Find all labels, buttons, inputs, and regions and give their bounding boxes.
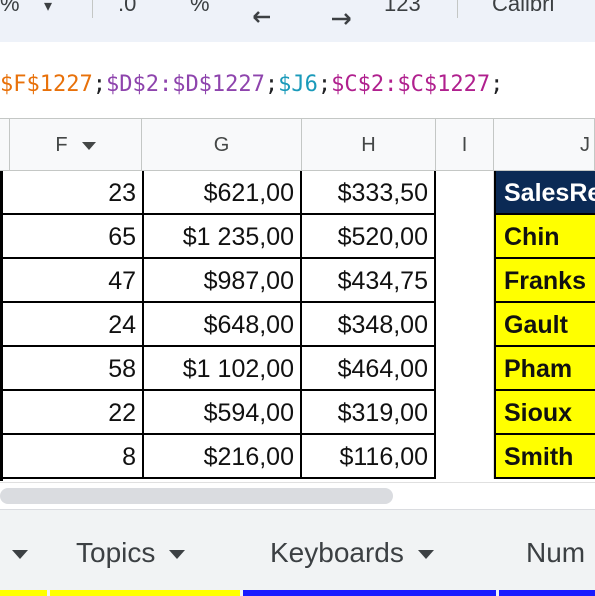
cell-j[interactable]: Franks: [494, 259, 595, 303]
toolbar-divider: [92, 0, 93, 18]
decrease-decimal-button[interactable]: .0: [118, 0, 137, 16]
cell-f[interactable]: 22: [0, 391, 144, 435]
tab-label: Topics: [76, 537, 156, 568]
cell-border: [0, 171, 3, 481]
arrow-left-icon: [253, 11, 270, 23]
cell-h[interactable]: $333,50: [302, 171, 436, 215]
tab-topics[interactable]: Topics: [76, 510, 186, 590]
column-header-f[interactable]: F: [10, 119, 142, 171]
chevron-down-icon[interactable]: [417, 550, 434, 560]
cell-f[interactable]: 24: [0, 303, 144, 347]
formula-separator: ;: [317, 72, 332, 97]
cell-h[interactable]: $520,00: [302, 215, 436, 259]
column-header-e[interactable]: [0, 119, 10, 171]
column-header-g[interactable]: G: [142, 119, 302, 171]
table-row: 58 $1 102,00 $464,00 Pham: [0, 347, 595, 391]
cell-g[interactable]: $621,00: [144, 171, 302, 215]
font-family-select[interactable]: Calibri: [492, 0, 555, 16]
cell-i[interactable]: [436, 347, 494, 391]
more-formats-button[interactable]: 123: [384, 0, 421, 16]
cell-g[interactable]: $594,00: [144, 391, 302, 435]
cell-g[interactable]: $648,00: [144, 303, 302, 347]
table-row: 22 $594,00 $319,00 Sioux: [0, 391, 595, 435]
column-header-h[interactable]: H: [302, 119, 436, 171]
tab-color-indicator: [0, 590, 47, 596]
cell-f[interactable]: 23: [0, 171, 144, 215]
cell-j[interactable]: Sioux: [494, 391, 595, 435]
formula-text[interactable]: $F$1227;$D$2:$D$1227;$J6;$C$2:$C$1227;: [0, 72, 503, 97]
formula-ref-d: $D$2:$D$1227: [105, 72, 265, 97]
formula-ref-j: $J6: [278, 72, 318, 97]
spreadsheet-grid: 23 $621,00 $333,50 SalesRe 65 $1 235,00 …: [0, 171, 595, 481]
cell-h[interactable]: $464,00: [302, 347, 436, 391]
cell-j[interactable]: Chin: [494, 215, 595, 259]
table-row: 24 $648,00 $348,00 Gault: [0, 303, 595, 347]
cell-i[interactable]: [436, 259, 494, 303]
column-header-label: J: [580, 134, 590, 156]
table-row: 65 $1 235,00 $520,00 Chin: [0, 215, 595, 259]
tab-color-indicator: [243, 590, 496, 596]
formula-separator: ;: [490, 72, 504, 97]
toolbar-divider: [457, 0, 458, 18]
cell-j[interactable]: Pham: [494, 347, 595, 391]
formula-bar[interactable]: $F$1227;$D$2:$D$1227;$J6;$C$2:$C$1227;: [0, 42, 595, 119]
cell-j[interactable]: Smith: [494, 435, 595, 479]
scrollbar-thumb[interactable]: [0, 488, 393, 504]
tab-label: Keyboards: [270, 537, 404, 568]
table-row: 47 $987,00 $434,75 Franks: [0, 259, 595, 303]
tab-menu-previous[interactable]: [0, 510, 28, 590]
sheet-tabs-bar: Topics Keyboards Num: [0, 509, 595, 596]
percent-format-button[interactable]: %: [0, 0, 20, 16]
table-row: 23 $621,00 $333,50 SalesRe: [0, 171, 595, 215]
cell-i[interactable]: [436, 215, 494, 259]
cell-f[interactable]: 58: [0, 347, 144, 391]
cell-g[interactable]: $1 235,00: [144, 215, 302, 259]
cell-i[interactable]: [436, 303, 494, 347]
cell-h[interactable]: $348,00: [302, 303, 436, 347]
cell-j[interactable]: Gault: [494, 303, 595, 347]
chevron-down-icon[interactable]: [12, 550, 28, 560]
arrow-right-icon: [332, 13, 351, 25]
column-header-i[interactable]: I: [436, 119, 494, 171]
cell-h[interactable]: $116,00: [302, 435, 436, 479]
cell-f[interactable]: 8: [0, 435, 144, 479]
horizontal-scrollbar[interactable]: [0, 482, 595, 509]
tab-num[interactable]: Num: [526, 510, 585, 590]
cell-f[interactable]: 47: [0, 259, 144, 303]
cell-h[interactable]: $434,75: [302, 259, 436, 303]
cell-i[interactable]: [436, 391, 494, 435]
cell-g[interactable]: $987,00: [144, 259, 302, 303]
tab-label: Num: [526, 537, 586, 568]
column-header-j[interactable]: J: [494, 119, 595, 171]
tab-color-indicator: [499, 590, 595, 596]
cell-f[interactable]: 65: [0, 215, 144, 259]
formula-separator: ;: [264, 72, 279, 97]
chevron-down-icon[interactable]: [169, 550, 186, 560]
tab-color-indicator: [50, 590, 240, 596]
cell-h[interactable]: $319,00: [302, 391, 436, 435]
cell-i[interactable]: [436, 171, 494, 215]
cell-j-header[interactable]: SalesRe: [494, 171, 595, 215]
column-header-label: G: [213, 134, 230, 156]
tab-keyboards[interactable]: Keyboards: [270, 510, 434, 590]
chevron-down-icon[interactable]: ▾: [44, 0, 53, 15]
formula-ref-c: $C$2:$C$1227: [331, 72, 491, 97]
formula-separator: ;: [92, 72, 106, 97]
table-row: 8 $216,00 $116,00 Smith: [0, 435, 595, 479]
percent-button[interactable]: %: [190, 0, 210, 16]
cell-i[interactable]: [436, 435, 494, 479]
filter-dropdown-icon[interactable]: [81, 141, 96, 150]
column-header-label: I: [461, 134, 468, 156]
formula-ref-f: $F$1227: [0, 72, 93, 97]
column-header-label: H: [361, 134, 376, 156]
cell-g[interactable]: $216,00: [144, 435, 302, 479]
toolbar: % ▾ .0 % 123 Calibri: [0, 0, 595, 42]
cell-g[interactable]: $1 102,00: [144, 347, 302, 391]
column-header-label: F: [55, 134, 68, 156]
